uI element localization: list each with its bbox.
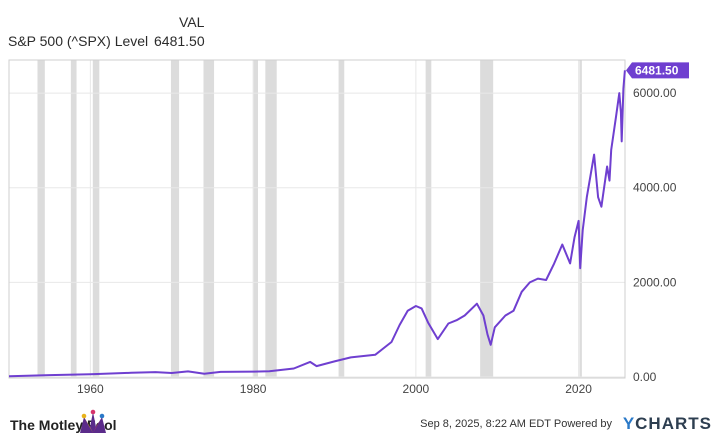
series-line-spx <box>8 70 626 378</box>
recession-band-7 <box>338 60 345 377</box>
plot-frame <box>8 59 626 379</box>
x-tick-label-0: 1960 <box>77 382 104 395</box>
y-tick-label-1: 2000.00 <box>633 275 677 289</box>
jester-hat-icon <box>80 409 106 433</box>
powered-by-text: Powered by <box>553 418 612 430</box>
footer: The Motley Fool Sep 8, 2025, 8:22 AM EDT… <box>0 405 720 441</box>
recession-band-3 <box>170 60 180 377</box>
recession-band-8 <box>425 60 432 377</box>
footer-timestamp: Sep 8, 2025, 8:22 AM EDT Powered by <box>420 418 612 430</box>
y-tick-label-3: 6000.00 <box>633 86 677 100</box>
recession-band-1 <box>70 60 77 377</box>
legend-row[interactable]: S&P 500 (^SPX) Level 6481.50 <box>8 33 205 49</box>
ycharts-y: Y <box>622 414 636 433</box>
recession-band-4 <box>203 60 215 377</box>
last-value-tag-bg <box>626 62 689 79</box>
x-tick-label-1: 1980 <box>240 382 267 395</box>
recession-band-9 <box>480 60 494 377</box>
recession-band-2 <box>92 60 100 377</box>
recession-bands <box>37 60 582 377</box>
timestamp-text: Sep 8, 2025, 8:22 AM EDT <box>420 418 551 430</box>
last-value-label: 6481.50 <box>635 63 679 77</box>
recession-band-0 <box>37 60 45 377</box>
legend-column-header: VAL <box>179 14 205 30</box>
y-tick-label-2: 4000.00 <box>633 181 677 195</box>
recession-band-6 <box>265 60 277 377</box>
recession-band-10 <box>579 60 582 377</box>
recession-band-5 <box>253 60 259 377</box>
ycharts-wordmark: CHARTS <box>635 414 712 433</box>
motley-fool-logo[interactable]: The Motley Fool <box>10 409 210 437</box>
chart[interactable]: 0.00 2000.00 4000.00 6000.00 1960 1980 2000 20… <box>0 55 720 395</box>
last-value-tag: 6481.50 <box>626 62 689 79</box>
legend-series-name: S&P 500 (^SPX) Level <box>8 33 149 49</box>
legend-series-value: 6481.50 <box>154 33 205 49</box>
y-axis-ticks: 0.00 2000.00 4000.00 6000.00 <box>633 86 677 384</box>
x-tick-label-2: 2000 <box>403 382 430 395</box>
ycharts-logo[interactable]: YCHARTS <box>623 414 712 434</box>
x-tick-label-3: 2020 <box>565 382 592 395</box>
y-tick-label-0: 0.00 <box>633 370 657 384</box>
grid-lines <box>9 60 625 378</box>
x-axis-ticks: 1960 1980 2000 2020 <box>77 382 592 395</box>
